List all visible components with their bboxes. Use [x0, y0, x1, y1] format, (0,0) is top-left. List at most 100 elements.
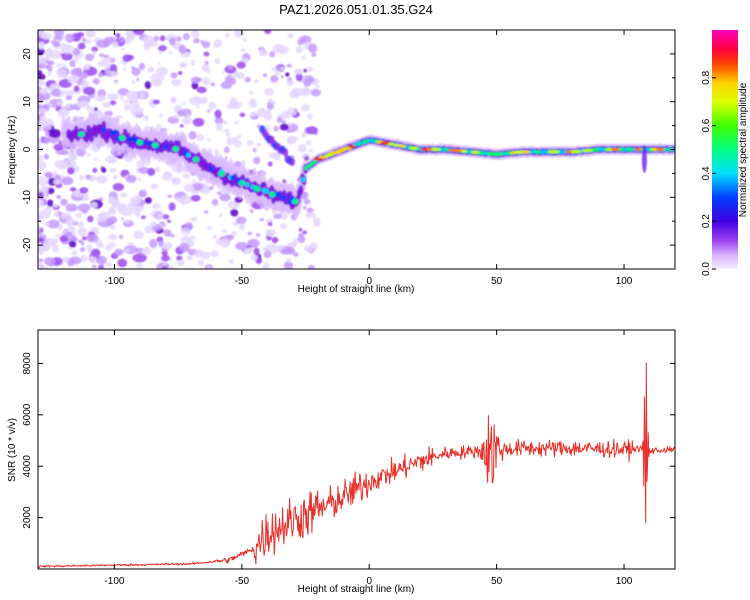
noise-blob — [42, 238, 57, 247]
noise-blob — [301, 131, 307, 139]
noise-blob — [273, 125, 279, 132]
ridge-band — [60, 112, 675, 221]
noise-blob — [221, 70, 225, 75]
noise-blob — [294, 108, 298, 112]
noise-blob — [131, 67, 141, 76]
noise-blob — [174, 196, 180, 202]
noise-blob — [303, 155, 310, 162]
ridge-highlight — [230, 174, 236, 181]
noise-blob — [44, 256, 56, 266]
noise-blob — [190, 194, 201, 202]
noise-blob — [138, 177, 142, 182]
noise-blob — [38, 262, 43, 267]
ridge-peak — [392, 143, 401, 147]
noise-blob — [184, 222, 194, 230]
noise-blob — [211, 198, 219, 206]
noise-blob — [226, 137, 234, 146]
noise-blob — [313, 221, 321, 228]
noise-blob — [44, 155, 49, 159]
ridge-highlight — [286, 199, 292, 205]
noise-blob — [253, 79, 260, 84]
ridge-highlight — [101, 126, 107, 133]
colorbar-label: Normalized spectral amplitude — [738, 82, 749, 217]
noise-blob — [147, 167, 156, 176]
y-tick-label: 20 — [22, 48, 33, 60]
noise-blob — [56, 100, 64, 106]
noise-blob — [239, 112, 246, 118]
noise-blob — [269, 51, 276, 58]
noise-blob — [109, 168, 117, 173]
noise-blob — [91, 264, 97, 269]
noise-blob — [161, 254, 170, 262]
noise-blob — [143, 45, 150, 51]
noise-blob — [267, 161, 273, 167]
x-tick-label: 0 — [366, 576, 372, 587]
noise-blob — [61, 176, 74, 186]
noise-blob — [247, 231, 253, 236]
ridge-spike — [641, 145, 647, 174]
noise-blob — [166, 219, 171, 223]
noise-blob — [38, 144, 43, 154]
noise-blob — [190, 235, 196, 240]
noise-blob — [286, 63, 292, 68]
noise-blob — [38, 136, 42, 145]
noise-blob — [90, 248, 101, 258]
noise-blob — [119, 95, 124, 101]
noise-blob — [144, 81, 152, 89]
noise-blob — [246, 140, 254, 146]
noise-blob — [92, 167, 98, 173]
noise-blob — [158, 240, 164, 248]
snr-x-label: Height of straight line (km) — [298, 584, 415, 595]
x-tick-label: 0 — [366, 276, 372, 287]
noise-blob — [287, 32, 294, 39]
x-tick-label: -100 — [104, 576, 124, 587]
noise-blob — [65, 33, 75, 43]
ridge-peak — [340, 146, 353, 151]
noise-blob — [286, 129, 292, 133]
noise-blob — [65, 218, 76, 226]
noise-blob — [153, 35, 160, 42]
noise-blob — [38, 241, 44, 251]
noise-blob — [250, 111, 257, 117]
noise-blob — [156, 81, 161, 86]
noise-blob — [208, 101, 216, 110]
noise-blob — [55, 233, 60, 238]
noise-blob — [159, 35, 166, 42]
noise-blob — [279, 66, 286, 71]
noise-blob — [181, 101, 186, 105]
noise-blob — [236, 61, 246, 69]
noise-blob — [61, 64, 67, 68]
noise-blob — [305, 140, 312, 146]
noise-blob — [52, 171, 58, 175]
noise-blob — [91, 227, 99, 232]
noise-blob — [298, 232, 304, 238]
noise-blob — [169, 234, 175, 238]
noise-blob — [64, 231, 73, 237]
noise-blob — [48, 60, 55, 66]
noise-blob — [127, 241, 134, 246]
snr-x-ticks: -100 -50 0 50 100 — [104, 330, 633, 587]
noise-blob — [101, 167, 107, 173]
noise-blob — [150, 73, 165, 83]
noise-blob — [218, 213, 223, 217]
noise-blob — [38, 229, 42, 236]
noise-blob — [240, 159, 246, 165]
noise-blob — [96, 175, 108, 184]
noise-blob — [311, 52, 317, 57]
ridge-branch — [282, 148, 289, 157]
noise-blob — [40, 33, 52, 40]
noise-blob — [193, 37, 200, 44]
noise-blob — [53, 143, 64, 151]
noise-blob — [214, 57, 221, 65]
noise-blob — [83, 64, 91, 71]
noise-blob — [38, 111, 41, 117]
y-tick-label: -20 — [22, 237, 33, 252]
noise-blob — [109, 100, 117, 106]
noise-blob — [257, 256, 262, 261]
noise-blob — [173, 114, 177, 120]
noise-blob — [125, 30, 135, 39]
noise-blob — [186, 255, 194, 261]
noise-blob — [291, 241, 298, 246]
ridge-peak — [238, 179, 246, 186]
